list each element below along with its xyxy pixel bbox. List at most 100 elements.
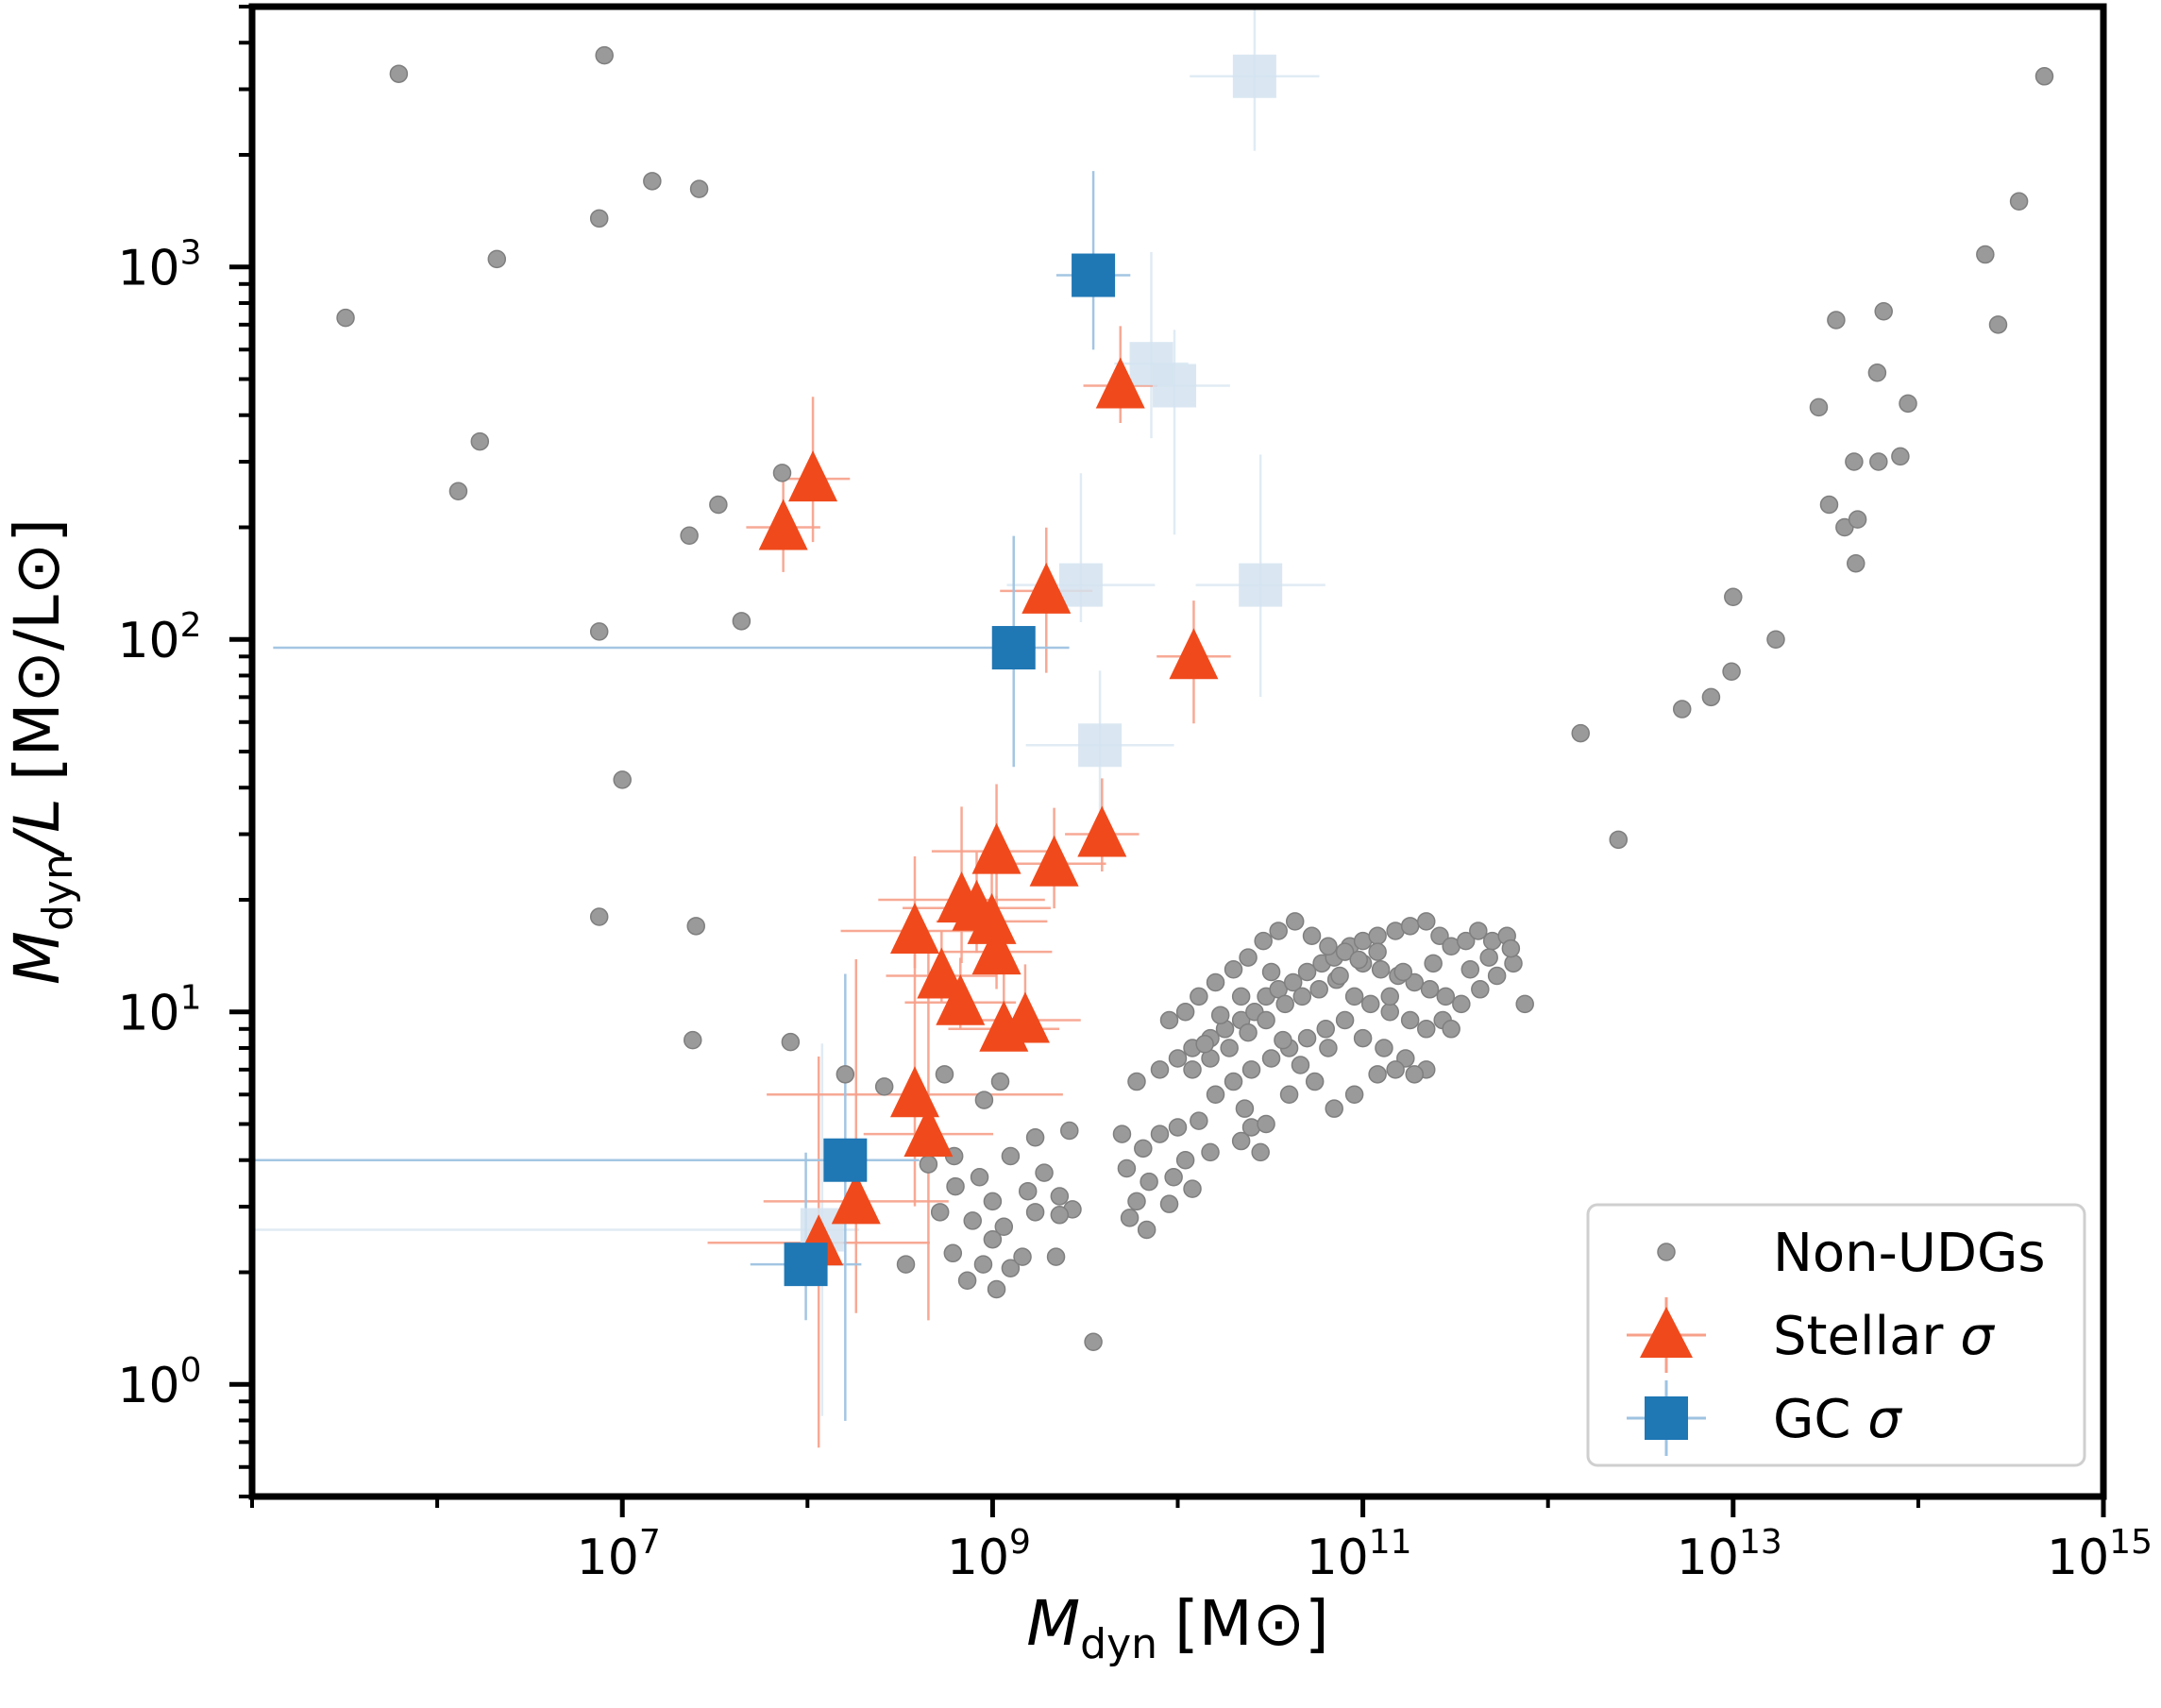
non-udg-point: [1285, 912, 1305, 931]
non-udg-point: [1251, 1142, 1270, 1162]
non-udg-point: [1368, 1065, 1387, 1084]
non-udg-point: [1609, 830, 1629, 850]
non-udg-point: [1274, 1030, 1292, 1050]
non-udg-point: [1257, 1010, 1275, 1030]
legend-box: [1586, 1203, 2086, 1467]
non-udg-point: [1046, 1247, 1066, 1266]
non-udg-point: [1035, 1163, 1054, 1182]
stellar-sigma-point: [1021, 562, 1072, 614]
non-udg-point: [987, 1279, 1006, 1299]
non-udg-point: [1025, 1203, 1045, 1222]
non-udg-point: [1874, 302, 1893, 321]
gc-sigma-point-faint: [1239, 563, 1283, 607]
non-udg-point: [1269, 922, 1288, 940]
non-udg-point: [1501, 939, 1521, 958]
y-tick-label: 102: [117, 606, 201, 669]
non-udg-point: [1460, 960, 1480, 979]
non-udg-point: [1117, 1158, 1137, 1178]
stellar-sigma-point: [917, 947, 967, 999]
non-udg-point: [1168, 1118, 1188, 1137]
non-udg-point: [1235, 1099, 1255, 1118]
legend-label: GC σ: [1773, 1389, 1902, 1450]
non-udg-point: [1416, 1020, 1436, 1039]
non-udg-point: [1701, 687, 1721, 707]
stellar-sigma-point: [936, 973, 986, 1025]
stellar-sigma-point: [758, 499, 808, 550]
gc-sigma-point-faint: [1058, 563, 1103, 607]
non-udg-point: [1239, 948, 1258, 967]
non-udg-point: [1275, 994, 1294, 1014]
non-udg-point: [1261, 1049, 1281, 1068]
non-udg-point: [336, 308, 355, 328]
stellar-sigma-point: [1029, 835, 1079, 887]
non-udg-point: [680, 526, 699, 546]
non-udg-point: [1809, 397, 1829, 417]
data-markers: [336, 45, 2054, 1352]
non-udg-point: [1469, 922, 1488, 940]
non-udg-point: [1891, 447, 1910, 466]
non-udg-point: [1375, 1039, 1393, 1057]
non-udg-point: [1335, 942, 1355, 961]
non-udg-point: [1316, 1020, 1336, 1039]
non-udg-point: [1504, 954, 1523, 973]
non-udg-point: [1127, 1072, 1146, 1091]
gc-sigma-point: [1072, 253, 1116, 297]
non-udg-point: [1060, 1121, 1079, 1141]
non-udg-point: [1848, 510, 1867, 529]
non-udg-point: [974, 1091, 994, 1109]
non-udg-point: [1353, 1028, 1373, 1048]
non-udg-point: [1050, 1206, 1070, 1225]
non-udg-point: [1224, 1072, 1243, 1091]
non-udg-point: [1013, 1247, 1032, 1266]
non-udg-point: [1430, 926, 1449, 945]
x-tick-label: 1013: [1677, 1523, 1782, 1586]
non-udg-point: [1405, 1065, 1425, 1084]
stellar-sigma-point: [831, 1173, 881, 1225]
non-udg-point: [684, 1030, 702, 1050]
stellar-sigma-point: [967, 892, 1017, 944]
non-udg-point: [1380, 1002, 1400, 1022]
non-udg-point: [970, 1168, 989, 1187]
non-udg-point: [1436, 987, 1456, 1006]
non-udg-point: [589, 907, 609, 926]
non-udg-point: [1344, 1085, 1364, 1105]
non-udg-point: [1220, 1039, 1239, 1057]
non-udg-point: [1360, 994, 1380, 1014]
legend: Non-UDGs Stellar σ GC σ: [1586, 1203, 2086, 1467]
y-tick-label: 101: [117, 979, 201, 1042]
non-udg-point: [1416, 912, 1436, 931]
non-udg-point: [1305, 1072, 1325, 1091]
x-tick-label: 109: [947, 1523, 1031, 1586]
non-udg-point: [1261, 962, 1281, 982]
non-udg-point: [1349, 950, 1368, 970]
non-udg-point: [1845, 452, 1864, 471]
non-udg-point: [1724, 587, 1743, 607]
non-udg-point: [1140, 1172, 1158, 1192]
non-udg-point: [1206, 972, 1225, 992]
stellar-sigma-point: [1077, 805, 1127, 857]
non-udg-point: [1210, 1006, 1230, 1024]
non-udg-point: [2009, 192, 2029, 211]
y-tick-label: 100: [117, 1351, 201, 1414]
non-udg-point: [1183, 1179, 1202, 1198]
non-udg-point: [1456, 931, 1476, 951]
stellar-sigma-point: [1000, 991, 1050, 1043]
x-axis-title: Mdyn [M⊙]: [1026, 1587, 1329, 1668]
non-udg-point: [1344, 987, 1364, 1006]
non-udg-point: [389, 64, 409, 83]
non-udg-point: [1297, 962, 1317, 982]
stellar-sigma-point: [971, 923, 1021, 975]
non-udg-point: [709, 495, 728, 515]
non-udg-point: [643, 172, 662, 191]
y-axis-title: Mdyn/L[M⊙/L⊙]: [1, 518, 82, 985]
stellar-sigma-point: [1169, 628, 1219, 680]
non-udg-point: [1001, 1259, 1021, 1278]
stellar-sigma-point: [1095, 357, 1145, 409]
non-udg-point: [1424, 954, 1443, 973]
non-udg-point: [1183, 1060, 1202, 1079]
non-udg-point: [1386, 1060, 1405, 1079]
non-udg-point: [1479, 948, 1498, 967]
non-udg-point: [983, 1192, 1003, 1211]
non-udg-point: [1134, 1139, 1153, 1158]
non-udg-point: [1112, 1125, 1132, 1143]
